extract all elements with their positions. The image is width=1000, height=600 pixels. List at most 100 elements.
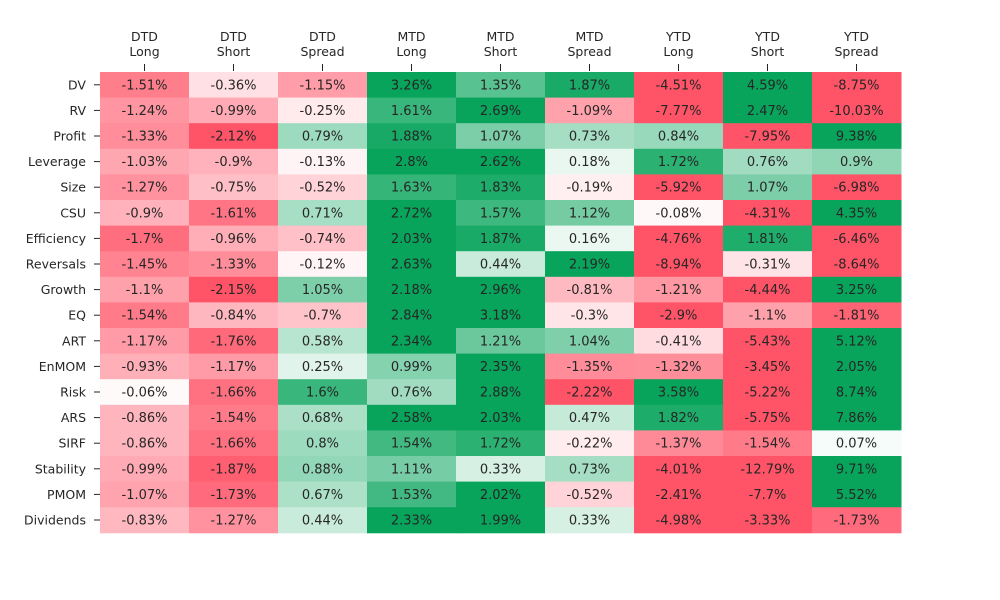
cell-value-label: 1.83% xyxy=(480,181,521,196)
cell-value-label: -0.99% xyxy=(211,104,257,119)
heatmap-cell xyxy=(634,430,724,457)
heatmap-cell xyxy=(456,148,546,175)
cell-value-label: 2.18% xyxy=(391,283,432,298)
cell-value-label: -5.92% xyxy=(656,181,702,196)
cell-value-label: 1.07% xyxy=(480,130,521,145)
cell-value-label: -1.73% xyxy=(834,514,880,529)
cell-value-label: -7.95% xyxy=(745,130,791,145)
cell-value-label: -0.81% xyxy=(567,283,613,298)
heatmap-cell xyxy=(189,123,279,150)
cell-value-label: -0.86% xyxy=(122,411,168,426)
heatmap-cell xyxy=(456,379,546,406)
cell-value-label: -0.25% xyxy=(300,104,346,119)
heatmap-cell xyxy=(189,404,279,431)
cell-value-label: -0.41% xyxy=(656,334,702,349)
cell-value-label: -7.77% xyxy=(656,104,702,119)
cell-value-label: -0.7% xyxy=(304,309,342,324)
heatmap-cells: -1.51% -0.36% -1.15% 3.26% 1.35% 1.87% -4.51% 4… xyxy=(100,72,902,534)
cell-value-label: 0.79% xyxy=(302,130,343,145)
cell-value-label: -1.15% xyxy=(300,78,346,93)
cell-value-label: -1.61% xyxy=(211,206,257,221)
heatmap-cell xyxy=(367,276,457,303)
cell-value-label: -1.54% xyxy=(211,411,257,426)
heatmap-cell xyxy=(634,276,724,303)
cell-value-label: -4.31% xyxy=(745,206,791,221)
cell-value-label: 0.44% xyxy=(480,258,521,273)
heatmap-cell xyxy=(634,456,724,483)
heatmap-cell xyxy=(634,225,724,252)
cell-value-label: -0.22% xyxy=(567,437,613,452)
cell-value-label: -3.45% xyxy=(745,360,791,375)
heatmap-cell xyxy=(812,328,902,355)
column-label: YTD Spread xyxy=(834,29,878,59)
cell-value-label: -0.9% xyxy=(126,206,164,221)
cell-value-label: 1.05% xyxy=(302,283,343,298)
heatmap-cell xyxy=(723,481,813,508)
heatmap-cell xyxy=(723,456,813,483)
heatmap-cell xyxy=(278,148,368,175)
cell-value-label: 0.33% xyxy=(569,514,610,529)
heatmap-cell xyxy=(189,328,279,355)
heatmap-cell xyxy=(100,251,190,278)
heatmap-cell xyxy=(545,456,635,483)
cell-value-label: -1.27% xyxy=(211,514,257,529)
heatmap-cell xyxy=(278,225,368,252)
column-labels: DTD Long DTD Short DTD Spread MTD Long MTD Short M… xyxy=(129,29,879,71)
heatmap-cell xyxy=(189,481,279,508)
cell-value-label: -6.46% xyxy=(834,232,880,247)
cell-value-label: -0.52% xyxy=(300,181,346,196)
heatmap-cell xyxy=(812,72,902,99)
heatmap-cell xyxy=(545,251,635,278)
cell-value-label: 0.8% xyxy=(306,437,339,452)
cell-value-label: 1.12% xyxy=(569,206,610,221)
heatmap-cell xyxy=(456,404,546,431)
heatmap-cell xyxy=(100,430,190,457)
cell-value-label: 0.16% xyxy=(569,232,610,247)
heatmap-cell xyxy=(723,379,813,406)
heatmap-cell xyxy=(812,225,902,252)
cell-value-label: 0.67% xyxy=(302,488,343,503)
heatmap-cell xyxy=(189,174,279,201)
column-label: YTD Long xyxy=(663,29,693,59)
heatmap-cell xyxy=(367,72,457,99)
heatmap-cell xyxy=(189,276,279,303)
heatmap-cell xyxy=(367,123,457,150)
heatmap-cell xyxy=(456,456,546,483)
heatmap-cell xyxy=(367,174,457,201)
heatmap-cell xyxy=(456,174,546,201)
heatmap-cell xyxy=(456,123,546,150)
cell-value-label: 3.18% xyxy=(480,309,521,324)
cell-value-label: -5.75% xyxy=(745,411,791,426)
heatmap-cell xyxy=(723,251,813,278)
cell-value-label: -1.51% xyxy=(122,78,168,93)
heatmap-cell xyxy=(100,456,190,483)
row-label: Growth xyxy=(41,282,86,297)
heatmap-cell xyxy=(367,353,457,380)
cell-value-label: -1.07% xyxy=(122,488,168,503)
cell-value-label: 0.25% xyxy=(302,360,343,375)
cell-value-label: -0.13% xyxy=(300,155,346,170)
heatmap-cell xyxy=(723,328,813,355)
cell-value-label: -2.9% xyxy=(660,309,698,324)
heatmap-cell xyxy=(367,456,457,483)
heatmap-cell xyxy=(723,200,813,227)
heatmap-cell xyxy=(278,200,368,227)
cell-value-label: 2.03% xyxy=(391,232,432,247)
cell-value-label: -1.87% xyxy=(211,462,257,477)
cell-value-label: -4.76% xyxy=(656,232,702,247)
heatmap-cell xyxy=(100,328,190,355)
cell-value-label: 0.47% xyxy=(569,411,610,426)
cell-value-label: 2.47% xyxy=(747,104,788,119)
cell-value-label: -1.17% xyxy=(122,334,168,349)
cell-value-label: 0.73% xyxy=(569,130,610,145)
heatmap-cell xyxy=(100,302,190,329)
cell-value-label: 0.68% xyxy=(302,411,343,426)
cell-value-label: 0.73% xyxy=(569,462,610,477)
cell-value-label: -1.81% xyxy=(834,309,880,324)
cell-value-label: 2.63% xyxy=(391,258,432,273)
column-label: MTD Short xyxy=(484,29,518,59)
cell-value-label: 2.34% xyxy=(391,334,432,349)
cell-value-label: 0.44% xyxy=(302,514,343,529)
row-label: Reversals xyxy=(26,257,86,272)
heatmap-cell xyxy=(723,404,813,431)
